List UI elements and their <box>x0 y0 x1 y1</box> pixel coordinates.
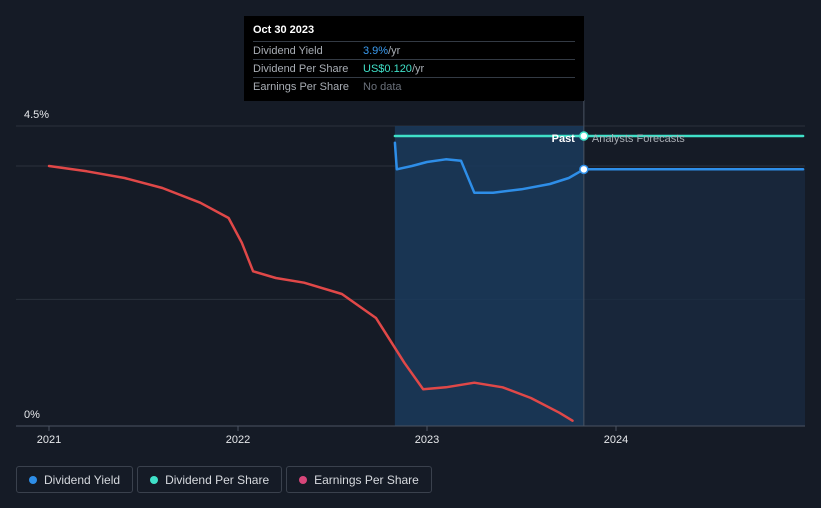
legend-label: Earnings Per Share <box>314 472 419 487</box>
legend-dot-icon <box>29 475 37 484</box>
x-tick-label: 2024 <box>604 434 628 446</box>
forecast-region-label: Analysts Forecasts <box>592 133 685 145</box>
tooltip-date: Oct 30 2023 <box>253 24 315 36</box>
past-region-label: Past <box>552 133 576 145</box>
x-tick-label: 2023 <box>415 434 439 446</box>
marker-layer <box>579 131 589 175</box>
legend-item-earnings-per-share[interactable]: Earnings Per Share <box>286 466 432 493</box>
tooltip-row-earnings-per-share: Earnings Per Share No data <box>253 77 575 95</box>
x-tick-label: 2021 <box>37 434 61 446</box>
tooltip-unit: /yr <box>411 62 425 75</box>
dividend-per-share-marker <box>579 131 589 141</box>
tooltip-unit: /yr <box>388 44 401 57</box>
series-layer <box>47 134 805 422</box>
earnings-per-share-line <box>47 164 574 422</box>
legend-dot-icon <box>150 475 159 484</box>
legend-dot-icon <box>299 475 308 484</box>
tooltip-value: No data <box>363 80 402 93</box>
forecast-region-band <box>583 169 805 427</box>
tooltip-value: US$0.120 <box>363 62 412 75</box>
legend-label: Dividend Yield <box>44 472 121 487</box>
legend-label: Dividend Per Share <box>165 472 270 487</box>
y-tick-label-bottom: 0% <box>24 409 40 421</box>
dividend-yield-marker <box>579 164 589 175</box>
tooltip-row-dividend-yield: Dividend Yield 3.9% /yr <box>253 41 575 59</box>
dividend-yield-line <box>393 141 805 194</box>
hover-tooltip: Oct 30 2023 Dividend Yield 3.9% /yr Divi… <box>244 16 584 101</box>
x-axis-ticks: 2021 2022 2023 2024 <box>37 426 628 446</box>
dividend-chart: 2021 2022 2023 2024 4.5% 0% Past Analysts F… <box>16 100 805 446</box>
tooltip-label: Dividend Per Share <box>253 62 349 75</box>
tooltip-label: Earnings Per Share <box>253 80 349 93</box>
y-tick-label-top: 4.5% <box>24 109 49 121</box>
tooltip-value: 3.9% <box>363 44 389 57</box>
legend-item-dividend-per-share[interactable]: Dividend Per Share <box>137 466 283 493</box>
tooltip-row-dividend-per-share: Dividend Per Share US$0.120 /yr <box>253 59 575 77</box>
chart-legend: Dividend Yield Dividend Per Share Earnin… <box>16 466 432 493</box>
legend-item-dividend-yield[interactable]: Dividend Yield <box>16 466 134 493</box>
tooltip-label: Dividend Yield <box>253 44 323 57</box>
past-region-band <box>394 126 584 426</box>
x-tick-label: 2022 <box>226 434 250 446</box>
